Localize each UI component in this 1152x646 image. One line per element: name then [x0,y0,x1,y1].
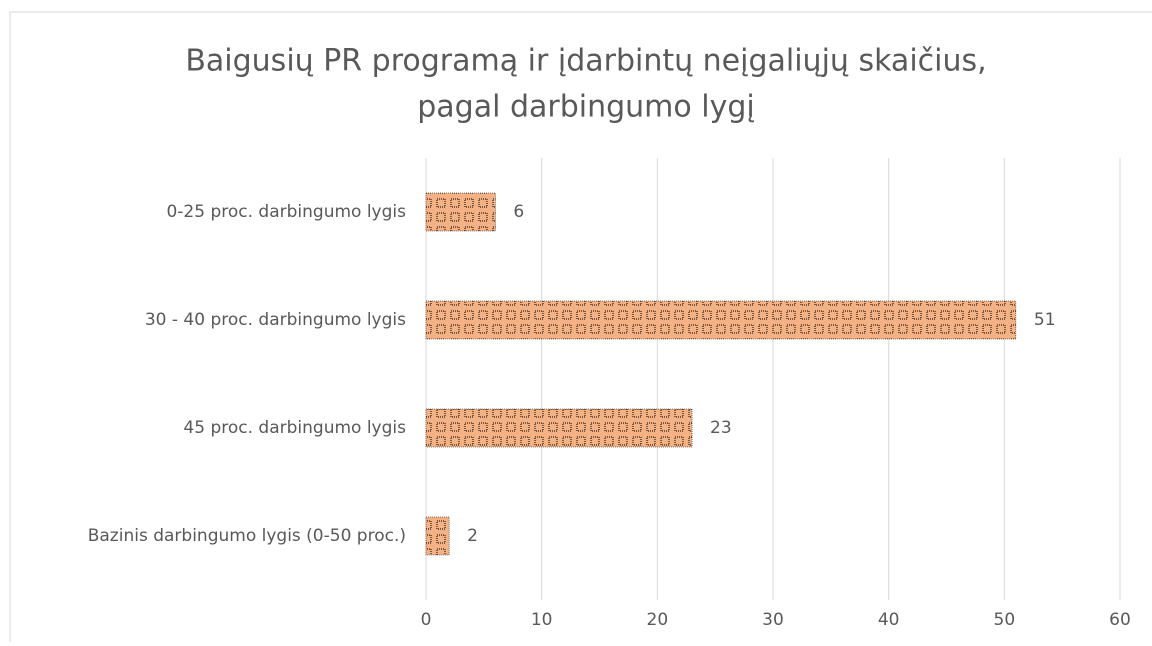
x-tick-label: 50 [994,610,1016,630]
y-tick-label: 0-25 proc. darbingumo lygis [166,202,406,222]
value-label: 6 [513,202,524,222]
x-tick-label: 40 [878,610,900,630]
bar [425,300,1017,340]
x-tick-label: 0 [421,610,432,630]
x-tick-label: 10 [531,610,553,630]
chart-title: Baigusių PR programą ir įdarbintų neįgal… [185,44,986,79]
value-label: 51 [1034,310,1056,330]
chart-title: pagal darbingumo lygį [417,90,755,125]
x-tick-label: 30 [762,610,784,630]
y-tick-label: 45 proc. darbingumo lygis [183,418,406,438]
value-label: 23 [710,418,732,438]
x-tick-label: 20 [647,610,669,630]
bar [425,516,450,556]
x-tick-label: 60 [1109,610,1131,630]
y-tick-label: 30 - 40 proc. darbingumo lygis [145,310,406,330]
bar [425,192,496,232]
bar [425,408,693,448]
value-label: 2 [467,526,478,546]
y-tick-label: Bazinis darbingumo lygis (0-50 proc.) [88,526,406,546]
